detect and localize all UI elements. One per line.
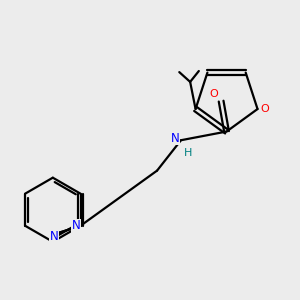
Text: N: N xyxy=(72,219,81,232)
Text: O: O xyxy=(261,104,269,114)
Text: N: N xyxy=(171,132,180,145)
Text: N: N xyxy=(50,230,59,243)
Text: H: H xyxy=(184,148,193,158)
Text: O: O xyxy=(209,88,218,98)
